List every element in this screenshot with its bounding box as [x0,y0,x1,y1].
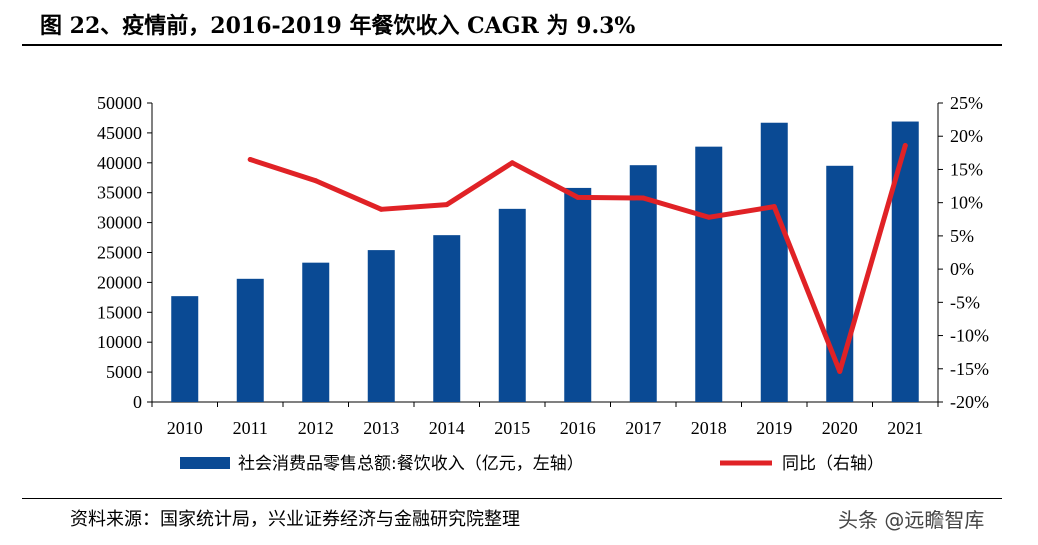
bar-2017 [629,165,657,402]
x-tick-label: 2016 [560,418,596,438]
right-tick-label: -5% [950,292,980,312]
growth-point-2013 [378,206,384,212]
bar-2011 [236,278,264,402]
x-tick-label: 2017 [625,418,661,438]
bar-2013 [367,250,395,402]
bar-2021 [891,121,919,403]
right-tick-label: 10% [950,193,983,213]
growth-point-2014 [444,202,450,208]
right-tick-label: 25% [950,93,983,113]
left-tick-label: 30000 [97,213,142,233]
growth-point-2018 [706,214,712,220]
right-tick-label: 5% [950,226,974,246]
growth-point-2015 [509,160,515,166]
bottom-divider [22,498,1002,499]
right-tick-label: 15% [950,159,983,179]
x-tick-label: 2015 [494,418,530,438]
x-tick-label: 2011 [233,418,268,438]
x-tick-label: 2019 [756,418,792,438]
legend-line-label: 同比（右轴） [782,454,884,474]
top-divider [22,44,1002,46]
bar-2010 [171,296,199,402]
growth-point-2020 [837,368,843,374]
line-series [247,143,908,374]
bar-2016 [564,187,592,402]
right-tick-label: -15% [950,359,989,379]
left-tick-label: 25000 [97,243,142,263]
watermark: 头条 @远瞻智库 [838,508,985,532]
left-tick-label: 35000 [97,183,142,203]
x-tick-label: 2012 [298,418,334,438]
right-tick-label: -10% [950,326,989,346]
left-tick-label: 15000 [97,302,142,322]
x-tick-label: 2013 [363,418,399,438]
bar-2015 [498,208,526,402]
right-tick-label: 20% [950,126,983,146]
right-tick-label: 0% [950,259,974,279]
left-tick-label: 45000 [97,123,142,143]
growth-point-2021 [902,143,908,149]
x-tick-label: 2014 [429,418,465,438]
growth-point-2012 [313,178,319,184]
left-tick-label: 0 [133,392,142,412]
combo-chart: 0 5000 10000 15000 20000 25000 30000 35000 40000… [97,93,989,474]
bar-2012 [302,262,330,402]
growth-point-2017 [640,195,646,201]
growth-point-2011 [247,156,253,162]
left-tick-label: 20000 [97,272,142,292]
legend: 社会消费品零售总额:餐饮收入（亿元，左轴） 同比（右轴） [180,454,884,474]
chart-title: 图 22、疫情前，2016-2019 年餐饮收入 CAGR 为 9.3% [40,13,636,39]
bar-2018 [695,146,723,402]
bar-series [171,121,919,403]
bar-2014 [433,235,461,402]
legend-bar-label: 社会消费品零售总额:餐饮收入（亿元，左轴） [238,454,584,474]
left-tick-label: 10000 [97,332,142,352]
x-tick-label: 2010 [167,418,203,438]
left-tick-label: 40000 [97,153,142,173]
right-tick-label: -20% [950,392,989,412]
legend-bar-swatch [180,457,230,469]
bar-2019 [760,122,788,402]
growth-point-2016 [575,194,581,200]
x-tick-label: 2020 [822,418,858,438]
growth-point-2019 [771,204,777,210]
chart-axes: 0 5000 10000 15000 20000 25000 30000 35000 40000… [97,93,989,438]
x-tick-label: 2021 [887,418,923,438]
source-note: 资料来源：国家统计局，兴业证券经济与金融研究院整理 [70,509,520,530]
left-tick-label: 50000 [97,93,142,113]
left-tick-label: 5000 [106,362,142,382]
x-tick-label: 2018 [691,418,727,438]
